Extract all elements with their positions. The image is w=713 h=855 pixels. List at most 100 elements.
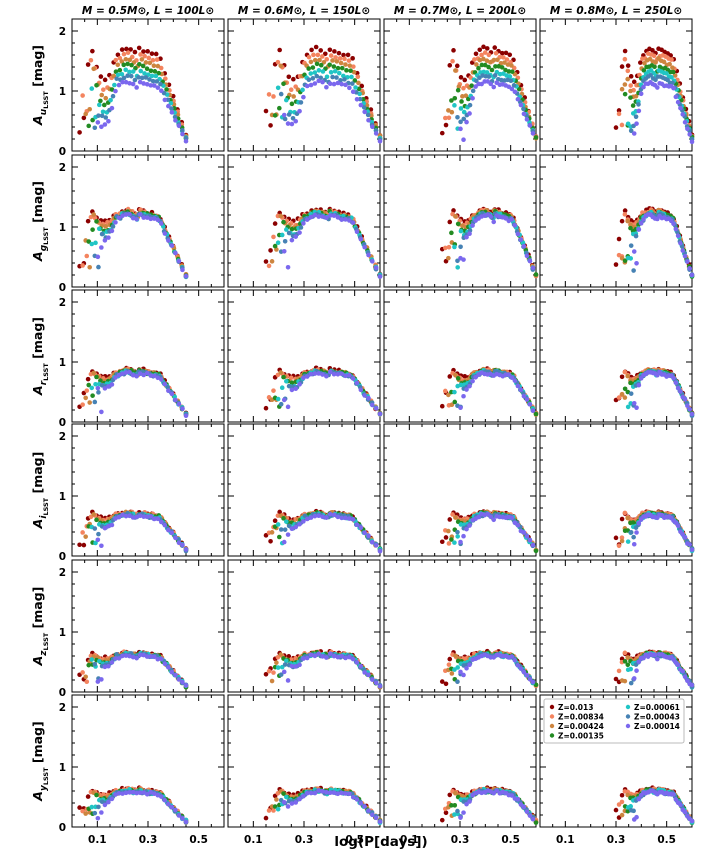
data-point — [95, 537, 101, 543]
data-point — [86, 662, 92, 668]
data-point — [633, 93, 639, 99]
data-point — [356, 86, 362, 92]
data-point — [509, 86, 515, 92]
x-tick-label: 0.5 — [189, 834, 208, 846]
data-point — [278, 672, 284, 677]
data-point — [377, 411, 383, 417]
data-point — [266, 92, 272, 97]
data-point — [173, 250, 178, 256]
data-point — [452, 389, 457, 395]
data-point — [521, 111, 527, 117]
data-point — [673, 380, 679, 385]
data-point — [634, 530, 639, 535]
data-point — [159, 88, 164, 94]
data-point — [486, 74, 492, 79]
data-point — [454, 63, 460, 69]
data-point — [527, 402, 533, 407]
data-point — [622, 82, 628, 87]
data-point — [354, 522, 360, 528]
data-point — [99, 124, 104, 130]
data-point — [351, 64, 356, 69]
data-point — [77, 805, 82, 810]
data-point — [327, 511, 333, 517]
data-point — [347, 516, 352, 521]
data-point — [336, 50, 342, 56]
data-point — [652, 64, 657, 70]
data-point — [486, 64, 491, 70]
data-point — [527, 676, 533, 682]
data-point — [452, 103, 457, 108]
data-point — [84, 388, 90, 393]
data-point — [286, 74, 292, 80]
data-point — [180, 267, 185, 273]
data-point — [678, 105, 683, 111]
data-point — [98, 74, 104, 79]
data-point — [141, 652, 146, 658]
data-point — [147, 77, 152, 82]
data-point — [622, 386, 628, 392]
x-tick-label: 0.1 — [244, 834, 263, 846]
data-point — [328, 53, 334, 58]
data-point — [83, 811, 88, 816]
data-point — [476, 514, 481, 520]
panel-frame — [383, 289, 537, 423]
data-point — [289, 387, 295, 393]
data-point — [622, 510, 628, 516]
data-point — [116, 656, 122, 661]
data-point — [275, 59, 281, 65]
data-point — [151, 63, 157, 69]
data-point — [484, 70, 490, 75]
data-point — [134, 216, 139, 222]
data-point — [370, 402, 375, 408]
data-point — [616, 108, 622, 113]
data-point — [117, 67, 123, 73]
data-point — [123, 790, 129, 796]
data-point — [682, 119, 688, 125]
y-tick-label: 0 — [59, 282, 66, 294]
data-point — [301, 519, 306, 524]
data-point — [308, 59, 314, 65]
data-point — [507, 74, 513, 79]
data-point — [136, 45, 142, 51]
data-point — [462, 77, 468, 83]
data-point — [318, 48, 324, 53]
data-point — [87, 106, 92, 112]
data-point — [685, 678, 690, 684]
data-point — [109, 228, 115, 234]
data-point — [142, 71, 147, 76]
data-point — [176, 401, 182, 407]
data-point — [689, 547, 695, 552]
data-point — [275, 806, 281, 812]
data-point — [628, 243, 634, 248]
data-point — [449, 537, 454, 542]
data-point — [512, 378, 518, 383]
data-point — [89, 241, 95, 247]
data-point — [339, 217, 344, 222]
data-point — [373, 680, 379, 686]
data-point — [515, 231, 521, 237]
data-point — [370, 539, 375, 545]
panel — [539, 154, 695, 288]
data-point — [333, 55, 338, 60]
data-point — [631, 268, 636, 273]
data-point — [116, 215, 122, 221]
data-point — [352, 78, 358, 83]
data-point — [90, 393, 95, 398]
data-point — [176, 677, 182, 682]
data-point — [166, 238, 171, 243]
data-point — [176, 123, 182, 129]
data-point — [148, 654, 154, 659]
data-point — [298, 100, 304, 105]
data-point — [473, 51, 479, 57]
data-point — [447, 63, 453, 68]
data-point — [354, 380, 360, 386]
y-tick-label: 1 — [59, 762, 66, 774]
data-point — [116, 82, 122, 88]
data-point — [327, 213, 333, 218]
data-point — [96, 226, 102, 232]
data-point — [675, 662, 681, 668]
data-point — [272, 113, 278, 118]
data-point — [521, 393, 527, 399]
data-point — [655, 656, 660, 662]
data-point — [85, 62, 91, 67]
